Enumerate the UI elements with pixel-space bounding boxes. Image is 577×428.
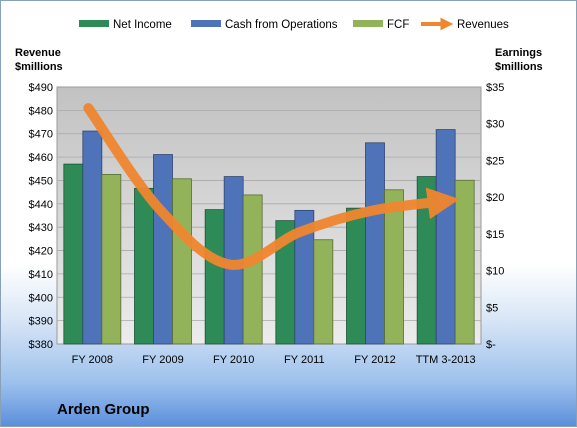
left-tick-label: $400 bbox=[29, 292, 53, 304]
bar-net-income bbox=[134, 187, 154, 345]
right-tick-label: $30 bbox=[486, 119, 504, 131]
right-tick-label: $- bbox=[486, 339, 496, 351]
revenue-line bbox=[83, 103, 460, 270]
category-label: FY 2009 bbox=[142, 354, 183, 366]
legend-swatch-fcf bbox=[353, 20, 383, 27]
bar-net-income bbox=[204, 209, 225, 345]
right-tick-label: $35 bbox=[486, 82, 504, 94]
left-tick-label: $410 bbox=[29, 269, 53, 281]
legend-label-fcf: FCF bbox=[387, 19, 409, 31]
legend: Net Income Cash from Operations FCF Reve… bbox=[79, 17, 509, 31]
plot-area bbox=[56, 86, 482, 345]
right-axis-title-line2: $millions bbox=[495, 61, 543, 73]
left-tick-label: $390 bbox=[29, 316, 53, 328]
category-label: TTM 3-2013 bbox=[416, 354, 476, 366]
left-tick-label: $480 bbox=[29, 105, 53, 117]
bar-fcf bbox=[454, 179, 475, 345]
revenue-line-path bbox=[83, 103, 460, 270]
right-tick-label: $5 bbox=[486, 302, 498, 314]
legend-swatch-cash-from-operations bbox=[191, 20, 221, 27]
right-axis-ticks: $- $5 $10 $15 $20 $25 $30 $35 bbox=[486, 82, 504, 351]
left-tick-label: $470 bbox=[29, 129, 53, 141]
left-axis-ticks: $380 $390 $400 $410 $420 $430 $440 $450 $460 $470… bbox=[29, 82, 53, 351]
bar-fcf bbox=[172, 178, 192, 345]
bar-cash-from-operations bbox=[82, 130, 103, 345]
right-tick-label: $15 bbox=[486, 229, 504, 241]
bar-cash-from-operations bbox=[435, 129, 456, 345]
bars bbox=[63, 129, 475, 345]
company-name: Arden Group bbox=[57, 401, 150, 418]
left-tick-label: $440 bbox=[29, 199, 53, 211]
right-tick-label: $20 bbox=[486, 192, 504, 204]
left-tick-label: $380 bbox=[29, 339, 53, 351]
legend-label-cash-from-operations: Cash from Operations bbox=[225, 19, 338, 31]
right-axis-title-line1: Earnings bbox=[495, 47, 542, 59]
bar-net-income bbox=[346, 207, 366, 345]
bar-fcf bbox=[242, 194, 263, 345]
right-tick-label: $25 bbox=[486, 155, 504, 167]
bar-cash-from-operations bbox=[153, 154, 173, 345]
bar-fcf bbox=[101, 173, 122, 345]
left-tick-label: $450 bbox=[29, 175, 53, 187]
category-label: FY 2010 bbox=[213, 354, 254, 366]
category-labels: FY 2008 FY 2009 FY 2010 FY 2011 FY 2012 TTM 3… bbox=[72, 354, 476, 366]
left-tick-label: $460 bbox=[29, 152, 53, 164]
category-label: FY 2011 bbox=[284, 354, 325, 366]
category-label: FY 2008 bbox=[72, 354, 113, 366]
left-axis-title-line2: $millions bbox=[15, 61, 63, 73]
bar-net-income bbox=[63, 163, 84, 345]
bar-cash-from-operations bbox=[365, 142, 385, 345]
right-tick-label: $10 bbox=[486, 266, 504, 278]
legend-label-revenues: Revenues bbox=[457, 19, 509, 31]
left-tick-label: $420 bbox=[29, 246, 53, 258]
left-axis-title-line1: Revenue bbox=[15, 47, 61, 59]
bar-fcf bbox=[313, 239, 334, 345]
category-label: FY 2012 bbox=[354, 354, 395, 366]
legend-label-net-income: Net Income bbox=[113, 19, 172, 31]
left-tick-label: $430 bbox=[29, 222, 53, 234]
bar-fcf bbox=[384, 189, 404, 345]
legend-swatch-net-income bbox=[79, 20, 109, 27]
left-tick-label: $490 bbox=[29, 82, 53, 94]
